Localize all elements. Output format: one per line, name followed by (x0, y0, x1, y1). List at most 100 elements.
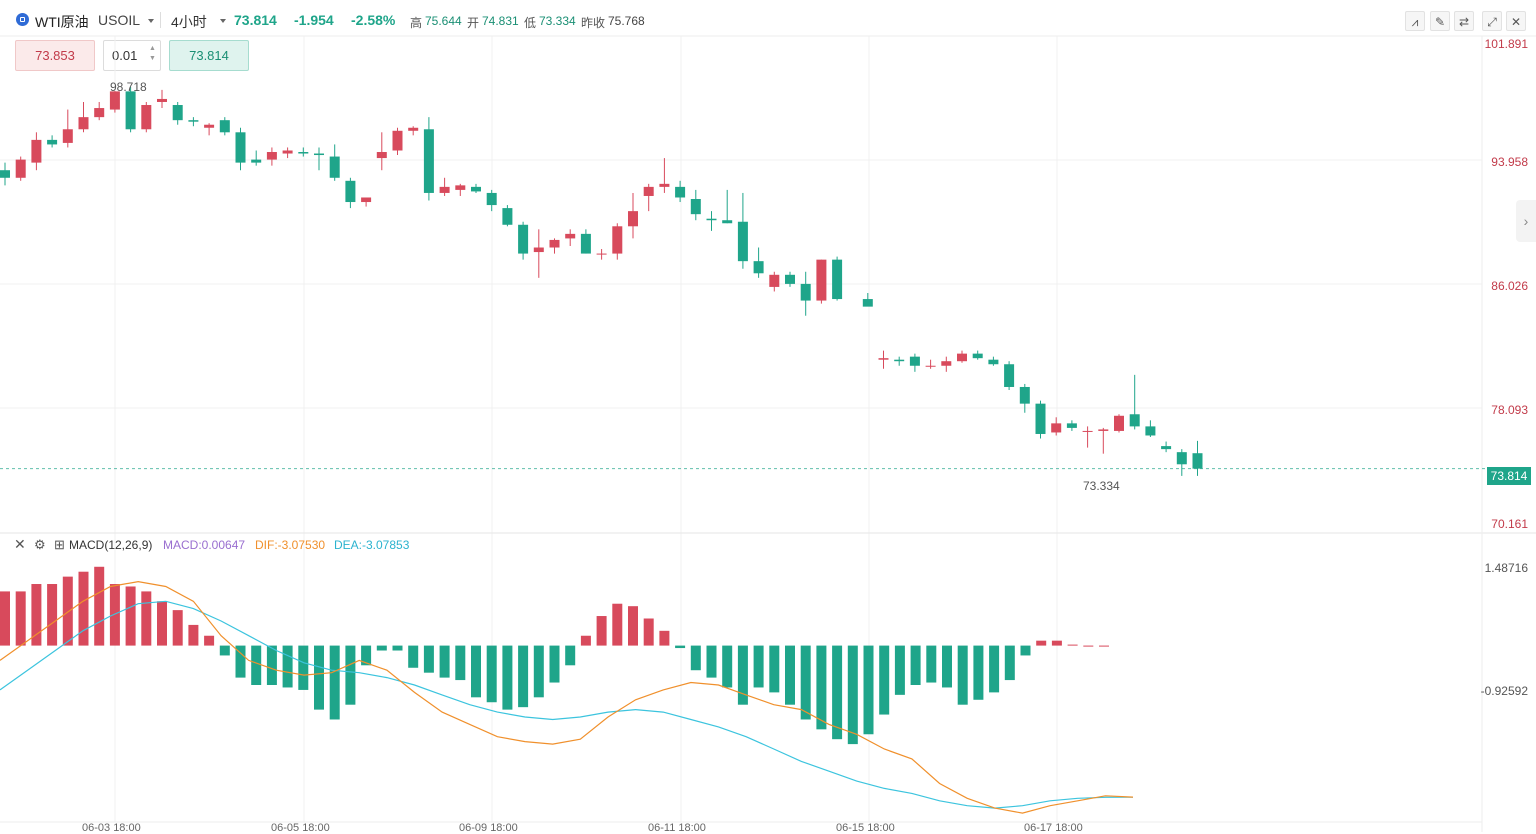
low-label: 低 (524, 16, 537, 30)
price-axis-label: 86.026 (1491, 279, 1528, 293)
close-icon[interactable]: ✕ (1506, 11, 1526, 31)
candle-body (549, 239, 560, 248)
candle-body (266, 152, 277, 160)
macd-histogram-bar (392, 645, 403, 651)
candle-body (659, 183, 670, 187)
dif-line (0, 580, 1134, 814)
candle-body (675, 186, 686, 198)
macd-histogram-bar (78, 571, 89, 646)
candle-body (125, 91, 136, 130)
macd-histogram-bar (1036, 640, 1047, 646)
macd-axis-label: 1.48716 (1484, 561, 1528, 575)
macd-histogram-bar (533, 645, 544, 698)
candle-body (1129, 414, 1140, 427)
candle-body (15, 159, 26, 178)
macd-histogram-bar (816, 645, 827, 730)
candle-body (502, 208, 513, 225)
sell-price-button[interactable]: 73.853 (15, 40, 95, 71)
candle-body (941, 361, 952, 366)
macd-histogram-bar (1004, 645, 1015, 681)
macd-histogram-bar (1067, 644, 1078, 646)
draw-icon[interactable]: ✎ (1430, 11, 1450, 31)
macd-histogram-bar (675, 645, 686, 649)
buy-price-button[interactable]: 73.814 (169, 40, 249, 71)
interval-select[interactable]: 4小时 (171, 14, 207, 30)
macd-histogram-bar (251, 645, 262, 685)
stepper-arrows-icon[interactable]: ▲ ▼ (149, 45, 156, 62)
prev-close-label: 昨收 (581, 16, 606, 30)
macd-histogram-bar (314, 645, 324, 710)
low-value: 73.334 (539, 14, 576, 28)
candle-body (988, 359, 999, 365)
macd-histogram-bar (722, 645, 733, 688)
macd-histogram-bar (785, 645, 795, 705)
quantity-stepper[interactable]: 0.01 ▲ ▼ (103, 40, 161, 71)
chart-type-icon[interactable]: ⩘ (1405, 11, 1425, 31)
macd-histogram-bar (910, 645, 921, 685)
macd-histogram-bar (549, 645, 560, 683)
compare-icon[interactable]: ⇄ (1454, 11, 1474, 31)
macd-histogram-bar (753, 645, 764, 688)
expand-icon[interactable]: ⊞ (54, 537, 65, 552)
macd-histogram-bar (125, 586, 136, 646)
candle-body (1051, 423, 1062, 433)
candle-body (329, 156, 340, 178)
price-axis-label: 78.093 (1491, 403, 1528, 417)
macd-histogram-bar (423, 645, 434, 673)
dif-value: DIF:-3.07530 (255, 538, 326, 552)
macd-histogram-bar (471, 645, 481, 698)
macd-histogram-bar (942, 645, 952, 688)
candle-body (392, 130, 403, 151)
macd-histogram-bar (298, 645, 309, 690)
candle-body (31, 139, 42, 163)
interval-dropdown-icon[interactable] (220, 19, 226, 23)
candle-body (628, 211, 638, 227)
macd-name: MACD(12,26,9) (69, 538, 153, 552)
settings-icon[interactable]: ⚙ (34, 537, 46, 552)
candle-body (251, 159, 262, 163)
candle-body (533, 247, 544, 253)
macd-histogram-bar (1083, 645, 1094, 647)
candle-body (909, 356, 920, 366)
candle-body (925, 365, 936, 367)
candle-body (612, 226, 623, 254)
candle-body (643, 186, 654, 196)
fullscreen-icon[interactable]: ⤢ (1482, 11, 1502, 31)
quantity-value: 0.01 (112, 48, 138, 63)
candle-body (408, 127, 419, 131)
macd-histogram-bar (737, 645, 748, 705)
macd-histogram-bar (1051, 640, 1062, 646)
candle-body (800, 283, 811, 301)
candle-body (455, 185, 466, 190)
candle-body (1192, 453, 1203, 469)
candle-body (62, 129, 73, 143)
dea-value: DEA:-3.07853 (334, 538, 410, 552)
macd-histogram-bar (565, 645, 576, 666)
symbol-code[interactable]: USOIL (98, 12, 141, 28)
macd-histogram-bar (188, 624, 199, 646)
symbol-name[interactable]: WTI原油 (35, 14, 89, 30)
candle-body (785, 274, 795, 284)
symbol-dropdown-icon[interactable] (148, 19, 154, 23)
macd-histogram-bar (15, 591, 26, 646)
candle-body (361, 197, 372, 203)
macd-histogram-bar (141, 591, 152, 646)
close-indicator-icon[interactable]: ✕ (14, 536, 26, 552)
candle-body (565, 233, 576, 239)
expand-panel-icon[interactable]: › (1516, 200, 1536, 242)
max-price-annotation: 98.718 (110, 80, 147, 94)
macd-histogram-bar (800, 645, 811, 720)
candle-body (314, 153, 324, 156)
dea-line (0, 600, 1134, 809)
price-axis-label: 70.161 (1491, 517, 1528, 531)
min-price-annotation: 73.334 (1083, 479, 1120, 493)
candle-body (486, 192, 497, 206)
candle-body (1019, 386, 1030, 404)
candle-body (345, 180, 356, 203)
macd-histogram-bar (282, 645, 293, 688)
macd-histogram-bar (847, 645, 858, 745)
open-value: 74.831 (482, 14, 519, 28)
candle-body (78, 117, 89, 130)
macd-axis-label: -0.92592 (1480, 684, 1528, 698)
